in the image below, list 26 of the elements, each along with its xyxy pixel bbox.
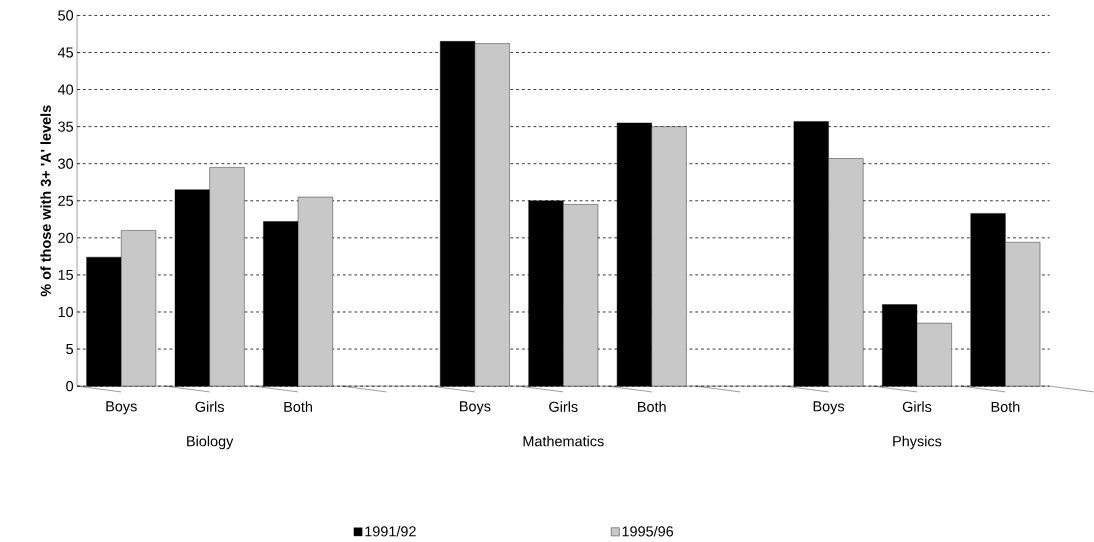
x-tick-label: Boys — [460, 401, 491, 415]
x-tick-label: Girls — [549, 401, 578, 413]
text: Mathematics — [523, 435, 604, 447]
legend-label: 1995/96 — [622, 526, 674, 537]
x-tick-label: Boys — [106, 401, 137, 415]
y-tick-label: 10 — [58, 307, 74, 318]
y-tick-label: 30 — [58, 158, 74, 169]
y-tick-label: 50 — [58, 10, 74, 21]
x-tick-label: Boys — [813, 401, 845, 415]
y-tick-label: 35 — [58, 121, 74, 132]
y-tick-label: 15 — [58, 270, 74, 281]
text: Biology — [187, 435, 234, 450]
y-tick-label: 25 — [58, 195, 74, 207]
x-tick-label: Both — [991, 401, 1020, 413]
x-tick-label: Girls — [902, 401, 932, 413]
legend-label: 1991/92 — [365, 526, 416, 537]
y-tick-label: 20 — [58, 232, 74, 244]
x-tick-label: Both — [284, 401, 312, 413]
x-tick-label: Girls — [195, 401, 224, 413]
text: Physics — [893, 435, 942, 450]
y-axis-title: % of those with 3+ 'A' levels — [40, 105, 51, 297]
y-tick-label: 5 — [66, 344, 74, 355]
y-tick-label: 40 — [57, 84, 74, 95]
y-tick-label: 0 — [66, 381, 74, 392]
y-tick-label: 45 — [57, 47, 74, 58]
x-tick-label: Both — [638, 401, 666, 413]
